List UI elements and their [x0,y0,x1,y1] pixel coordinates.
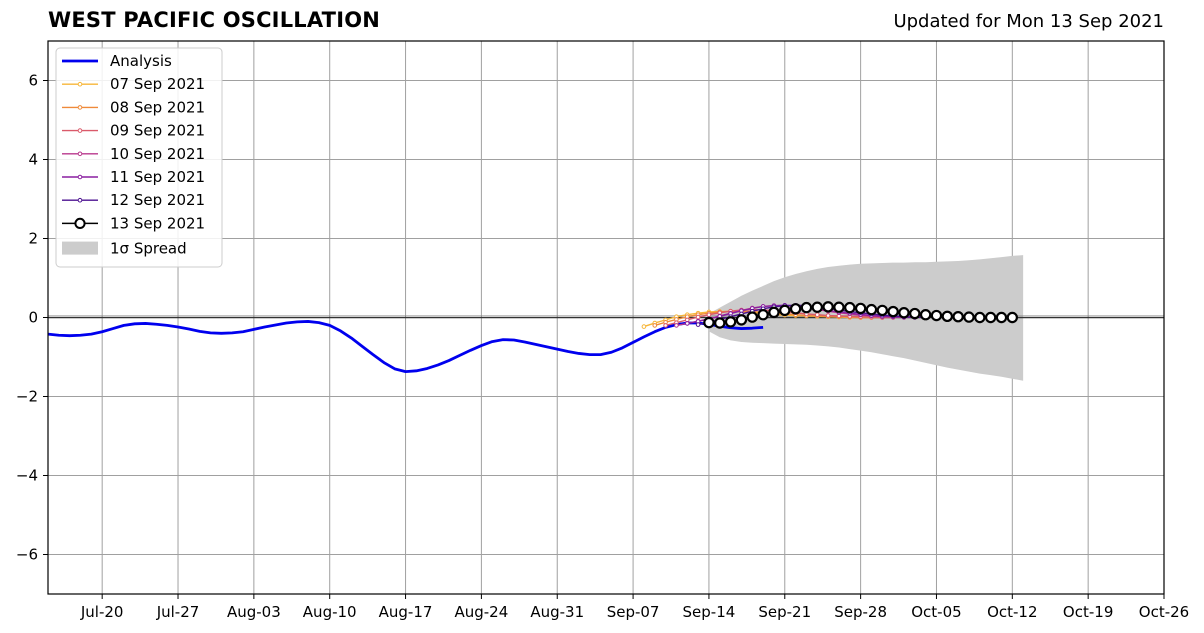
data-point [876,304,888,317]
data-point [641,324,647,329]
y-tick-label: −6 [16,546,38,564]
x-tick-label: Oct-05 [911,603,961,621]
x-tick-label: Sep-28 [834,603,887,621]
x-tick-label: Sep-14 [683,603,736,621]
legend-item: Analysis [62,52,172,70]
data-point [930,309,943,322]
data-point [974,311,986,324]
legend-label: 13 Sep 2021 [110,214,205,232]
x-tick-label: Jul-27 [156,603,200,621]
data-point [909,307,921,320]
data-point [695,322,701,327]
x-tick-label: Oct-12 [987,603,1037,621]
legend-label: 11 Sep 2021 [110,168,205,186]
data-point [663,323,668,328]
data-point [706,312,712,318]
data-point [789,303,802,315]
legend-marker [77,128,83,133]
legend-marker [77,105,83,110]
data-point [800,301,813,314]
data-point [952,311,964,323]
data-point [684,321,690,326]
legend-box [55,47,223,268]
x-tick-label: Sep-21 [758,603,811,621]
y-tick-label: 0 [28,309,38,327]
data-point [865,303,878,316]
data-point [695,314,701,320]
data-point [854,302,867,315]
legend-label: 09 Sep 2021 [110,122,205,140]
legend-marker [77,197,83,203]
legend-item: 07 Sep 2021 [62,75,205,93]
data-point [814,312,820,318]
data-point [844,301,856,314]
legend-item: 09 Sep 2021 [62,122,205,140]
data-point [768,306,780,319]
legend-item: 12 Sep 2021 [62,191,205,209]
x-tick-label: Oct-26 [1139,603,1189,621]
legend-label: 12 Sep 2021 [110,191,205,209]
x-tick-label: Aug-10 [303,603,357,621]
x-tick-label: Aug-31 [530,603,584,621]
legend-item: 11 Sep 2021 [62,168,205,186]
legend: Analysis 07 Sep 2021 08 Sep 2021 09 Sep 202… [55,47,223,268]
data-point [825,313,831,318]
data-point [941,310,954,323]
legend-item: 08 Sep 2021 [62,98,205,116]
data-point [757,309,769,321]
legend-label: 1σ Spread [110,240,187,258]
y-tick-label: 6 [28,72,38,90]
x-tick-label: Aug-24 [454,603,508,621]
data-point [735,314,748,326]
updated-date: Updated for Mon 13 Sep 2021 [893,11,1164,32]
legend-label: 10 Sep 2021 [110,145,205,163]
x-tick-label: Oct-19 [1063,603,1113,621]
legend-marker [77,81,83,87]
data-point [724,316,737,328]
legend-label: 07 Sep 2021 [110,75,205,93]
x-tick-label: Jul-20 [80,603,124,621]
series-13-sep-2021 [703,301,1019,329]
y-tick-label: 2 [28,230,38,248]
data-point [984,311,997,324]
data-point [703,316,715,329]
x-tick-label: Sep-07 [607,603,660,621]
legend-label: 08 Sep 2021 [110,98,205,116]
data-point [963,311,975,323]
y-tick-label: −4 [16,467,38,485]
data-point [714,317,726,329]
data-point [995,311,1008,324]
legend-marker [74,217,86,229]
data-point [674,323,679,328]
data-point [746,311,758,323]
data-point [779,304,791,317]
legend-swatch [62,241,98,255]
y-tick-label: 4 [28,151,38,169]
data-point [811,301,823,313]
data-point [1006,311,1019,324]
data-point [822,301,834,313]
x-tick-label: Aug-03 [227,603,281,621]
legend-item: 1σ Spread [62,240,187,258]
legend-item: 13 Sep 2021 [62,214,205,232]
page-title: WEST PACIFIC OSCILLATION [48,8,381,32]
y-tick-label: −2 [16,388,38,406]
data-point [652,323,658,328]
legend-item: 10 Sep 2021 [62,145,205,163]
data-point [833,301,845,313]
x-tick-label: Aug-17 [379,603,433,621]
legend-marker [77,151,83,157]
series-line [47,320,764,374]
data-point [919,309,932,321]
series-analysis [47,320,764,374]
data-point [887,305,899,318]
legend-marker [77,174,83,180]
data-point [898,307,910,319]
legend-label: Analysis [110,52,172,70]
